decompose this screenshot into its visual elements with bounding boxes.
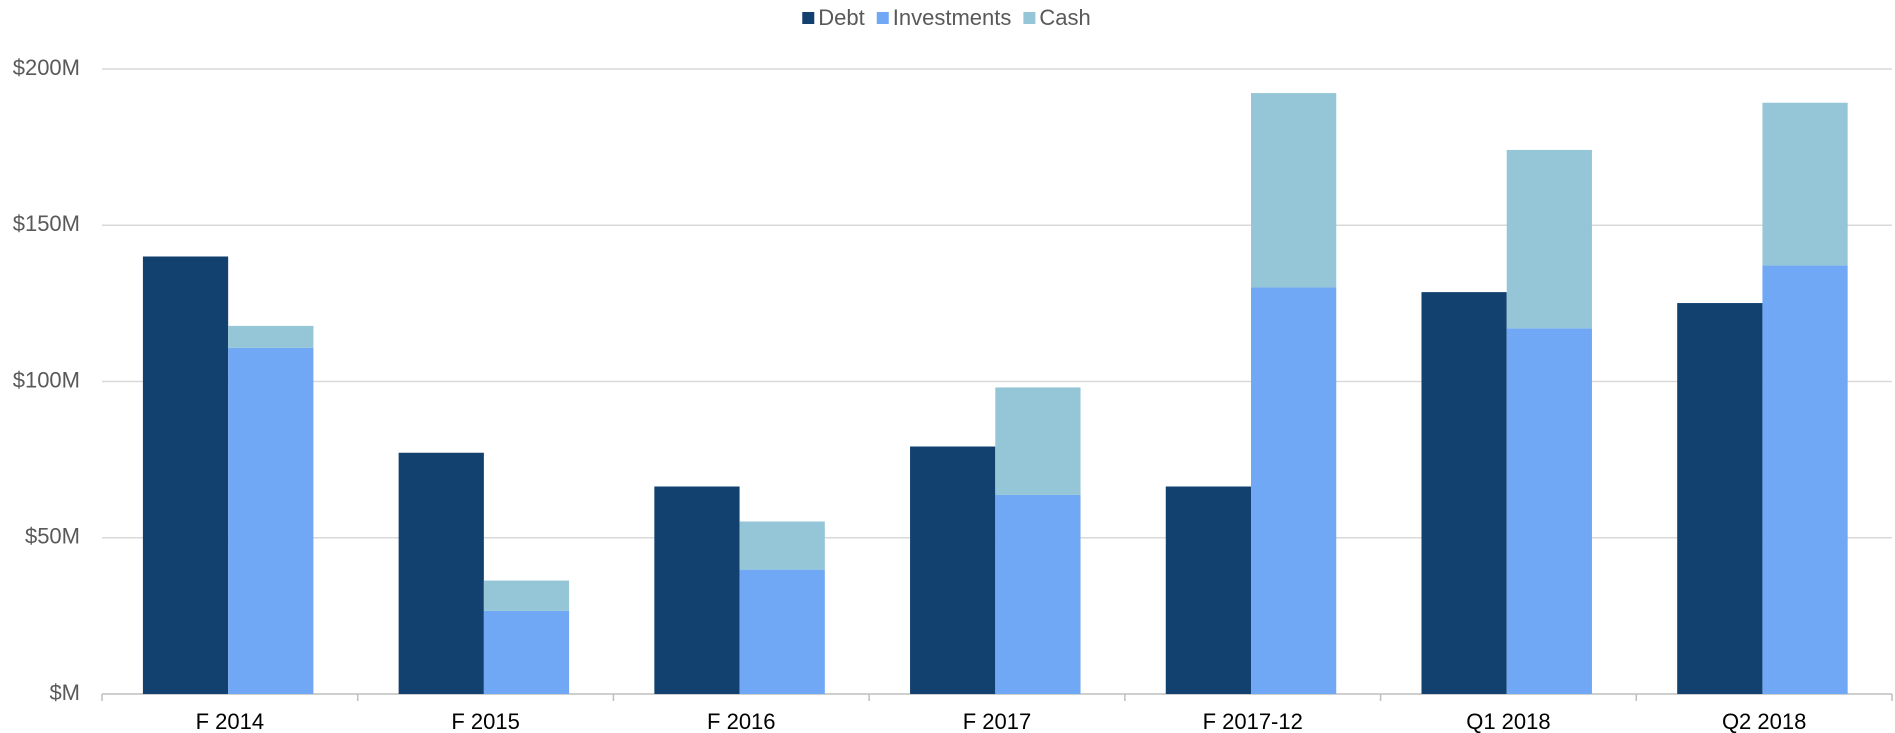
- legend-swatch: [1023, 12, 1036, 24]
- x-tick-label: Q2 2018: [1722, 709, 1806, 733]
- y-tick-label: $50M: [25, 524, 80, 549]
- x-tick-label: Q1 2018: [1466, 709, 1550, 733]
- bar: [398, 452, 484, 694]
- bar: [739, 521, 825, 570]
- bar: [483, 610, 570, 694]
- x-tick-label: F 2017: [963, 709, 1032, 733]
- legend-label: Cash: [1039, 5, 1090, 30]
- bar: [1251, 287, 1337, 694]
- bar: [910, 446, 996, 694]
- bar: [1165, 486, 1252, 694]
- bar: [995, 387, 1081, 495]
- bar: [142, 256, 229, 694]
- y-tick-label: $200M: [13, 55, 80, 80]
- bar: [483, 580, 570, 611]
- y-tick-label: $M: [49, 680, 80, 705]
- x-tick-label: F 2015: [451, 709, 520, 733]
- bar: [1506, 149, 1592, 329]
- legend-label: Investments: [893, 5, 1012, 30]
- bar: [1506, 328, 1592, 694]
- bar: [995, 494, 1081, 694]
- bar: [228, 325, 314, 348]
- x-tick-label: F 2014: [196, 709, 265, 733]
- bar: [654, 486, 740, 694]
- x-tick-label: F 2017-12: [1203, 709, 1303, 733]
- bar: [739, 569, 825, 694]
- bar: [1762, 102, 1848, 266]
- x-tick-label: F 2016: [707, 709, 776, 733]
- bar: [1251, 93, 1337, 288]
- legend-swatch: [802, 12, 815, 24]
- y-tick-label: $100M: [13, 367, 80, 392]
- legend-swatch: [876, 12, 889, 24]
- y-tick-label: $150M: [13, 211, 80, 236]
- bar: [1421, 292, 1507, 694]
- bar: [1762, 265, 1848, 694]
- bar: [228, 347, 314, 694]
- bar: [1677, 303, 1763, 694]
- legend-label: Debt: [818, 5, 864, 30]
